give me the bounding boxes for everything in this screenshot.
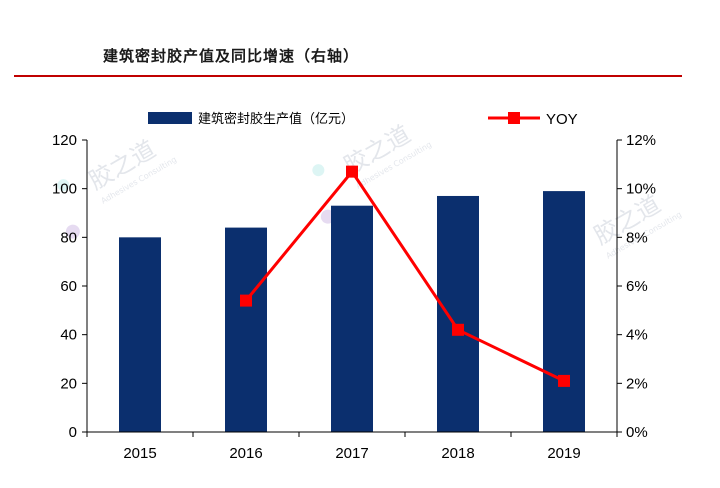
y-left-tick-label: 120 xyxy=(52,132,77,149)
y-right-tick-label: 0% xyxy=(626,424,648,441)
legend-label-line: YOY xyxy=(546,111,578,128)
y-right-tick-label: 4% xyxy=(626,327,648,344)
yoy-marker-2017 xyxy=(346,165,358,178)
x-tick-label: 2015 xyxy=(123,445,156,462)
yoy-marker-2019 xyxy=(558,374,570,387)
legend-label-bar: 建筑密封胶生产值（亿元） xyxy=(198,111,354,127)
bar-2018 xyxy=(437,195,479,432)
bar-2015 xyxy=(119,237,161,432)
y-right-tick-label: 6% xyxy=(626,278,648,295)
x-tick-label: 2017 xyxy=(335,445,368,462)
legend-swatch-bar xyxy=(148,112,192,124)
yoy-line xyxy=(244,169,565,383)
x-tick-label: 2019 xyxy=(547,445,580,462)
x-tick-label: 2016 xyxy=(229,445,262,462)
y-left-tick-label: 60 xyxy=(60,278,77,295)
y-right-tick-label: 10% xyxy=(626,181,656,198)
title-underline xyxy=(14,75,682,77)
y-left-tick-label: 100 xyxy=(52,181,77,198)
legend-swatch-marker xyxy=(508,112,520,124)
bar-2017 xyxy=(331,205,373,432)
y-left-tick-label: 40 xyxy=(60,327,77,344)
y-left-tick-label: 0 xyxy=(69,424,77,441)
yoy-marker-2016 xyxy=(240,294,252,307)
y-right-tick-label: 2% xyxy=(626,375,648,392)
yoy-marker-2018 xyxy=(452,323,464,336)
y-left-tick-label: 80 xyxy=(60,229,77,246)
x-tick-label: 2018 xyxy=(441,445,474,462)
y-left-tick-label: 20 xyxy=(60,375,77,392)
bar-2019 xyxy=(543,191,585,432)
bar-2016 xyxy=(225,227,267,432)
chart-title: 建筑密封胶产值及同比增速（右轴） xyxy=(103,47,360,65)
y-right-tick-label: 8% xyxy=(626,229,648,246)
y-right-tick-label: 12% xyxy=(626,132,656,149)
